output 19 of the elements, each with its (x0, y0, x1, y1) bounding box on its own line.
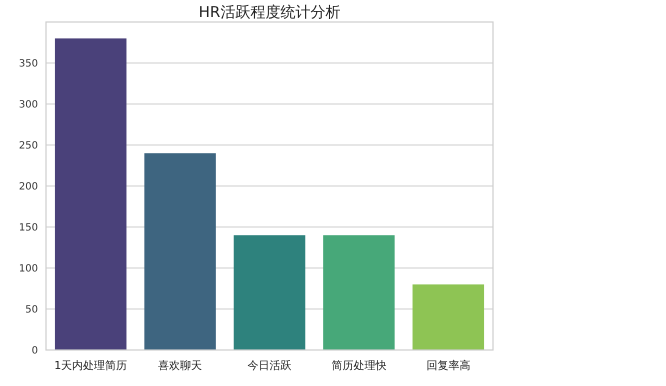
bar (144, 153, 216, 350)
bar (412, 284, 484, 350)
y-tick-label: 200 (18, 182, 38, 192)
y-tick-label: 50 (25, 304, 38, 316)
y-tick-label: 150 (18, 222, 38, 234)
x-tick-label: 喜欢聊天 (158, 359, 202, 372)
bar (234, 235, 306, 350)
bar (323, 235, 395, 350)
x-tick-label: 1天内处理简历 (54, 359, 128, 372)
x-tick-label: 简历处理快 (331, 359, 386, 372)
x-tick-label: 今日活跃 (248, 359, 292, 372)
y-tick-label: 300 (18, 100, 38, 110)
y-tick-label: 250 (18, 140, 38, 152)
bar (54, 38, 126, 350)
x-tick-label: 回复率高 (426, 359, 470, 372)
y-tick-label: 100 (18, 264, 38, 274)
chart-title: HR活跃程度统计分析 (198, 3, 340, 21)
y-tick-label: 350 (18, 58, 38, 70)
y-tick-label: 0 (32, 346, 38, 356)
